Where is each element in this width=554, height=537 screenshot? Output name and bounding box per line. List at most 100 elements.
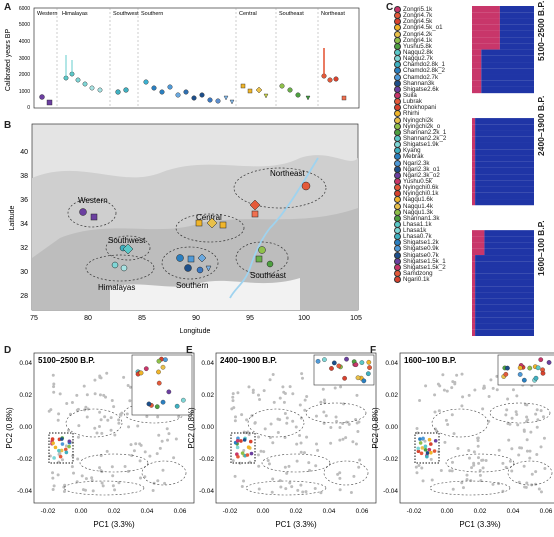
pca-point bbox=[319, 491, 323, 495]
pca-sample-point bbox=[322, 357, 327, 362]
pca-point bbox=[93, 378, 97, 382]
svg-text:32: 32 bbox=[20, 245, 28, 252]
svg-text:5000: 5000 bbox=[19, 22, 30, 28]
pca-point bbox=[522, 464, 526, 468]
pca-point bbox=[455, 373, 459, 377]
pca-point bbox=[517, 480, 521, 484]
pca-point bbox=[126, 469, 130, 473]
pca-point bbox=[76, 407, 80, 411]
pca-point bbox=[238, 461, 242, 465]
pca-cluster-ellipse bbox=[79, 453, 149, 473]
pca-point bbox=[85, 415, 89, 419]
pca-point bbox=[484, 458, 488, 462]
admixture-bar bbox=[472, 255, 534, 262]
pca-point bbox=[478, 473, 482, 477]
sample-label: Suila bbox=[403, 92, 417, 100]
pca-point bbox=[535, 452, 539, 456]
pca-point bbox=[338, 471, 342, 475]
pca-title: 5100–2500 B.P. bbox=[38, 356, 95, 365]
pca-point bbox=[441, 373, 445, 377]
pca-point bbox=[435, 429, 439, 433]
admixture-bar bbox=[472, 323, 534, 330]
admixture-bar bbox=[472, 167, 534, 175]
pca-point bbox=[90, 476, 94, 480]
period-label-3: 1600–100 B.P. bbox=[536, 220, 546, 276]
admixture-bar bbox=[472, 230, 534, 237]
sample-label: Shigatse2.6k bbox=[403, 85, 439, 93]
pca-sample-point bbox=[146, 401, 152, 407]
pca-xtick: 0.04 bbox=[141, 508, 154, 515]
pca-point bbox=[508, 422, 512, 426]
pca-point bbox=[295, 442, 299, 446]
pca-point bbox=[91, 489, 95, 493]
pca-sample-point bbox=[355, 375, 361, 381]
admixture-bar bbox=[472, 273, 534, 280]
pca-point bbox=[152, 481, 156, 485]
sample-label: Nyingchi2k_o bbox=[403, 122, 441, 130]
pca-point bbox=[436, 382, 440, 386]
pca-ylabel: PC2 (0.8%) bbox=[5, 407, 14, 449]
pca-point bbox=[285, 416, 289, 420]
pca-sample-point bbox=[59, 448, 64, 453]
pca-point bbox=[336, 472, 340, 476]
admixture-bar bbox=[472, 68, 534, 75]
admixture-bar bbox=[472, 43, 534, 50]
sample-label: Rhirhi bbox=[403, 110, 420, 118]
pca-point bbox=[172, 456, 176, 460]
pca-point bbox=[516, 423, 520, 427]
pca-point bbox=[257, 435, 261, 439]
pca-point bbox=[481, 466, 485, 470]
pca-point bbox=[75, 393, 79, 397]
pca-point bbox=[111, 484, 115, 488]
pca-sample-point bbox=[235, 438, 240, 443]
pca-point bbox=[445, 389, 449, 393]
admixture-bar bbox=[472, 199, 534, 206]
pca-point bbox=[256, 453, 260, 457]
pca-point bbox=[51, 488, 55, 492]
pca-cluster-ellipse bbox=[323, 460, 369, 486]
map-markers bbox=[79, 181, 311, 274]
pca-point bbox=[418, 399, 422, 403]
pca-xlabel: PC1 (3.3%) bbox=[93, 520, 135, 529]
pca-point bbox=[344, 436, 348, 440]
pca-xtick: 0.00 bbox=[441, 508, 454, 515]
pca-point bbox=[476, 439, 480, 443]
pca-point bbox=[57, 412, 61, 416]
pca-sample-point bbox=[432, 449, 437, 453]
pca-point bbox=[67, 428, 71, 432]
pca-point bbox=[51, 476, 55, 480]
pca-point bbox=[279, 485, 283, 489]
pca-point bbox=[420, 466, 424, 470]
pca-sample-point bbox=[521, 377, 527, 383]
pca-sample-point bbox=[361, 378, 367, 384]
pca-point bbox=[421, 479, 425, 483]
pca-cluster-ellipse bbox=[63, 480, 145, 496]
pca-sample-point bbox=[160, 364, 166, 370]
pca-point bbox=[495, 388, 499, 392]
timeline-yticks: 0 1000 2000 3000 4000 5000 6000 bbox=[19, 6, 30, 111]
pca-xtick: 0.02 bbox=[108, 508, 121, 515]
pca-point bbox=[530, 472, 534, 476]
pca-sample-point bbox=[166, 389, 172, 395]
pca-point bbox=[313, 487, 317, 491]
pca-sample-point bbox=[154, 404, 160, 410]
pca-point bbox=[439, 468, 443, 472]
pca-point bbox=[278, 479, 282, 483]
sample-label: Shigatse0.9k bbox=[403, 245, 439, 253]
pca-point bbox=[47, 409, 51, 413]
pca-sample-point bbox=[53, 445, 58, 450]
pca-point bbox=[415, 427, 419, 431]
sample-label: Ngari2.3k bbox=[403, 159, 430, 167]
admixture-bar bbox=[472, 80, 534, 87]
pca-point bbox=[283, 411, 287, 415]
pca-sample-point bbox=[246, 445, 251, 449]
pca-point bbox=[155, 452, 159, 456]
svg-text:1000: 1000 bbox=[19, 89, 30, 95]
pca-point bbox=[342, 402, 346, 406]
pca-point bbox=[541, 415, 545, 419]
pca-point bbox=[308, 468, 312, 472]
panel-b-map: Longitude Latitude 75 80 85 90 95 100 10… bbox=[9, 123, 362, 335]
sample-label: Lhasa1k bbox=[403, 227, 427, 235]
sample-marker-icon bbox=[394, 276, 401, 284]
period-label-2: 2400–1900 B.P. bbox=[536, 95, 546, 156]
